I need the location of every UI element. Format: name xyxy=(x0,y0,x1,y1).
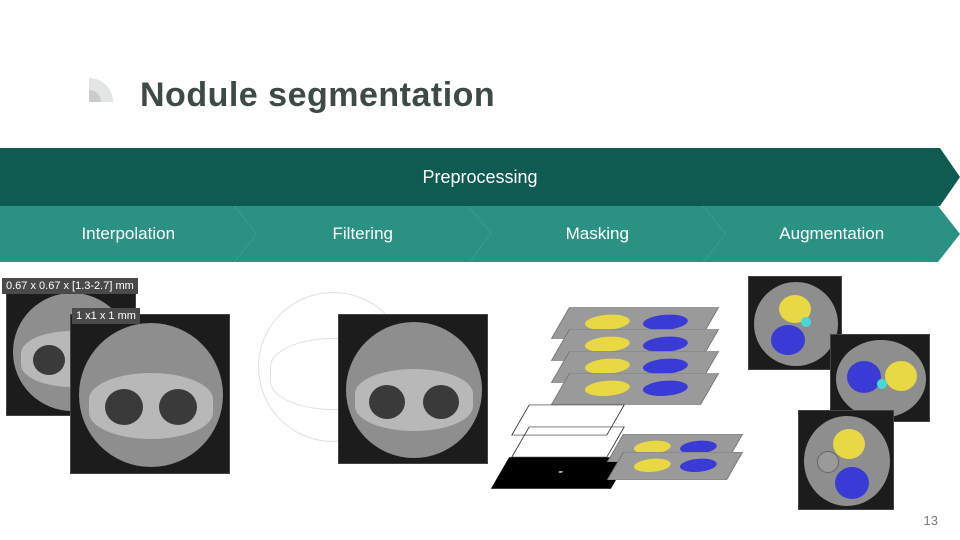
ct-slice-filtered xyxy=(338,314,488,464)
step-masking: Masking xyxy=(469,206,726,262)
voxel-size-tag-original: 0.67 x 0.67 x [1.3-2.7] mm xyxy=(2,278,138,294)
main-arrow: Preprocessing xyxy=(0,148,960,206)
content-area: 0.67 x 0.67 x [1.3-2.7] mm 1 x1 x 1 mm xyxy=(0,278,960,518)
col-filtering xyxy=(250,278,480,518)
mask-slice-small xyxy=(607,452,743,480)
step-interpolation: Interpolation xyxy=(0,206,257,262)
aug-sample-3 xyxy=(798,410,894,510)
main-arrow-shape: Preprocessing xyxy=(0,148,960,206)
step-label: Filtering xyxy=(333,224,393,244)
aug-sample-1 xyxy=(748,276,842,370)
step-arrow-row: Interpolation Filtering Masking Augmenta… xyxy=(0,206,960,262)
voxel-size-tag-resampled: 1 x1 x 1 mm xyxy=(72,308,140,324)
step-label: Augmentation xyxy=(779,224,884,244)
step-augmentation: Augmentation xyxy=(704,206,960,262)
page-title: Nodule segmentation xyxy=(140,76,495,115)
main-arrow-label: Preprocessing xyxy=(422,167,537,188)
ct-slice-resampled xyxy=(70,314,230,474)
aug-sample-2 xyxy=(830,334,930,422)
step-filtering: Filtering xyxy=(235,206,492,262)
page-number: 13 xyxy=(924,513,938,528)
col-masking xyxy=(500,278,740,518)
corner-decor-icon xyxy=(65,78,113,126)
col-augmentation xyxy=(740,278,960,518)
step-label: Interpolation xyxy=(81,224,175,244)
col-interpolation: 0.67 x 0.67 x [1.3-2.7] mm 1 x1 x 1 mm xyxy=(0,278,240,518)
step-label: Masking xyxy=(566,224,629,244)
